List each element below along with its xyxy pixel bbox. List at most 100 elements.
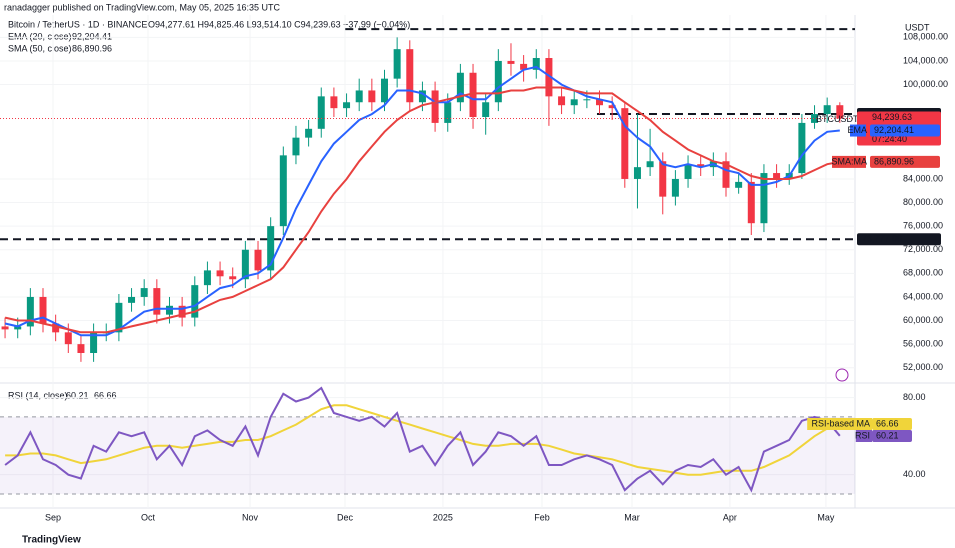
candle-body [317, 96, 325, 129]
series-name-tag [850, 124, 866, 137]
ohlc: O94,277.61 H94,825.46 L93,514.10 C94,239… [148, 19, 410, 29]
x-tick-label: Apr [723, 512, 737, 522]
candle-body [558, 96, 566, 106]
candle-body [380, 78, 388, 103]
price-tag-label: 73,777.00 [862, 234, 902, 244]
candle-body [64, 332, 72, 345]
y-tick-label: 84,000.00 [903, 173, 943, 183]
candle-body [773, 173, 781, 179]
candle-body [684, 164, 692, 179]
candle-body [254, 249, 262, 271]
y-tick-label: 80,000.00 [903, 197, 943, 207]
candle-body [178, 305, 186, 318]
candle-body [570, 99, 578, 106]
candle-body [735, 181, 743, 188]
rsi-band [0, 416, 855, 494]
symbol-tag-label: BTCUSDT [816, 114, 859, 124]
candle-body [431, 90, 439, 123]
series-value-tag [870, 124, 940, 137]
candle-body [596, 99, 604, 106]
candle-body [722, 161, 730, 188]
publisher: ranadagger published on TradingView.com,… [4, 2, 281, 12]
candle-body [608, 105, 616, 109]
series-value: 86,890.96 [874, 156, 914, 166]
legend-value: 92,204.41 [72, 31, 112, 41]
candle-body [659, 161, 667, 197]
series-value: 66.66 [876, 418, 899, 428]
candle-body [368, 90, 376, 103]
candle-body [241, 249, 249, 280]
legend-value: 66.66 [94, 390, 117, 400]
candle-body [760, 173, 768, 224]
y-tick-label: 104,000.00 [903, 55, 948, 65]
series-value: 60.21 [876, 430, 899, 440]
candle-body [229, 276, 237, 280]
candle-body [747, 181, 755, 224]
candle-body [456, 72, 464, 103]
x-tick-label: Nov [242, 512, 259, 522]
candle-body [343, 102, 351, 109]
y-tick-label: 56,000.00 [903, 339, 943, 349]
candle-body [532, 58, 540, 70]
candle-body [482, 102, 490, 118]
symbol: Bitcoin / TetherUS · 1D · BINANCE [8, 19, 147, 29]
indicator-line [4, 65, 840, 337]
last-price-countdown: 07:24:40 [872, 134, 907, 144]
y-tick-label: 40.00 [903, 469, 926, 479]
series-value: 92,204.41 [874, 125, 914, 135]
x-tick-label: May [817, 512, 835, 522]
y-tick-label: 64,000.00 [903, 291, 943, 301]
series-value-tag [870, 155, 940, 168]
y-tick-label: 68,000.00 [903, 268, 943, 278]
indicator-line [4, 86, 840, 334]
candle-body [697, 164, 705, 168]
candle-body [165, 305, 173, 315]
legend-label: EMA (20, close) [8, 31, 72, 41]
candle-body [444, 102, 452, 123]
y-tick-label: 60,000.00 [903, 315, 943, 325]
event-icon[interactable] [835, 368, 849, 382]
candle-body [90, 332, 98, 353]
candle-body [115, 302, 123, 333]
last-price-price: 94,239.63 [872, 112, 912, 122]
candle-body [203, 270, 211, 286]
candle-body [26, 296, 34, 327]
series-name-tag [832, 155, 866, 168]
candle-body [355, 90, 363, 103]
candle-body [77, 344, 85, 353]
candle-body [14, 326, 22, 330]
y-tick-label: 80.00 [903, 392, 926, 402]
series-name: RSI [855, 430, 870, 440]
candle-body [418, 90, 426, 103]
candle-body [520, 63, 528, 70]
series-value-tag [872, 430, 912, 442]
x-tick-label: Feb [534, 512, 550, 522]
candle-body [633, 167, 641, 179]
series-name-tag [855, 430, 872, 442]
y-tick-label: 76,000.00 [903, 221, 943, 231]
candle-body [305, 128, 313, 138]
x-tick-label: Oct [141, 512, 156, 522]
candle-body [469, 72, 477, 118]
candle-body [216, 270, 224, 277]
candle-body [140, 288, 148, 297]
x-tick-label: Mar [624, 512, 640, 522]
x-tick-label: Dec [337, 512, 354, 522]
series-name-tag [807, 418, 872, 430]
candle-body [267, 226, 275, 271]
candle-body [52, 323, 60, 333]
series-value-tag [872, 418, 912, 430]
candle-body [406, 49, 414, 103]
candle-body [128, 296, 136, 303]
candle-body [823, 105, 831, 115]
legend-value: 86,890.96 [72, 43, 112, 53]
candle-body [621, 108, 629, 179]
candle-body [494, 60, 502, 103]
footer-brand[interactable]: TradingView [22, 535, 81, 546]
legend-label: SMA (50, close) [8, 43, 72, 53]
y-tick-label: 52,000.00 [903, 362, 943, 372]
candle-body [153, 288, 161, 315]
candle-body [292, 137, 300, 156]
y-tick-label: 72,000.00 [903, 244, 943, 254]
candle-body [545, 58, 553, 97]
